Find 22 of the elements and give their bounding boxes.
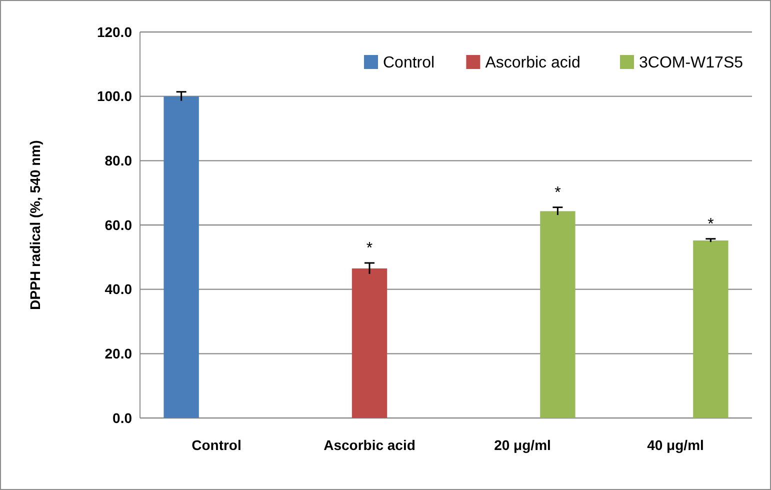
bar — [693, 240, 728, 418]
bar — [352, 268, 388, 418]
y-tick-label: 60.0 — [104, 216, 132, 233]
y-axis-title: DPPH radical (%, 540 nm) — [27, 140, 43, 310]
x-tick-label: Ascorbic acid — [324, 437, 416, 453]
x-tick-label: 20 μg/ml — [494, 437, 551, 453]
y-tick-label: 120.0 — [96, 24, 132, 40]
y-tick-label: 40.0 — [104, 281, 132, 298]
y-tick-label: 20.0 — [104, 346, 132, 362]
y-tick-label: 80.0 — [104, 152, 132, 169]
y-tick-label: 100.0 — [96, 88, 132, 104]
bar — [540, 211, 576, 418]
y-tick-label: 0.0 — [112, 410, 132, 426]
data-label: * — [554, 184, 561, 202]
legend-label: 3COM-W17S5 — [639, 54, 744, 72]
x-tick-label: 40 μg/ml — [647, 437, 704, 453]
legend-label: Ascorbic acid — [485, 54, 580, 72]
x-tick-label: Control — [192, 437, 242, 453]
data-label: * — [366, 240, 373, 257]
legend-label: Control — [383, 54, 435, 72]
bar — [164, 96, 199, 418]
data-label: * — [708, 216, 714, 233]
